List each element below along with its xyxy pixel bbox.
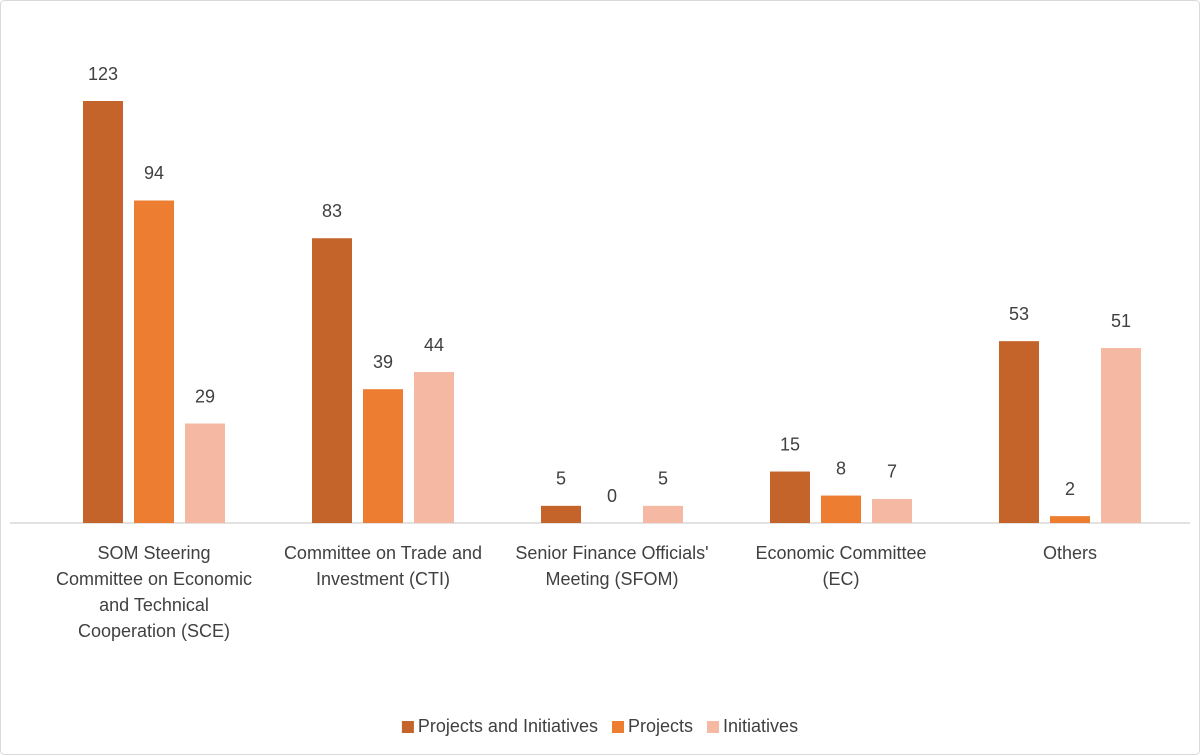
data-label: 2 — [1065, 479, 1075, 499]
bar — [770, 471, 810, 523]
legend-swatch — [401, 721, 414, 733]
bar — [312, 238, 352, 523]
data-label: 44 — [424, 335, 444, 355]
x-tick-label: Senior Finance Officials' Meeting (SFOM) — [515, 543, 709, 589]
bar — [83, 101, 123, 523]
bar — [872, 498, 912, 523]
legend-label: Projects and Initiatives — [418, 716, 598, 736]
x-tick-label: Economic Committee (EC) — [755, 543, 927, 589]
x-tick-label: Committee on Trade and Investment (CTI) — [283, 543, 483, 589]
legend-label: Projects — [628, 716, 693, 736]
legend-swatch — [707, 721, 720, 733]
data-label: 51 — [1111, 311, 1131, 331]
bar — [414, 372, 454, 523]
data-label: 7 — [887, 462, 897, 482]
bar — [185, 423, 225, 523]
data-label: 123 — [88, 64, 118, 84]
data-label: 94 — [144, 163, 164, 183]
data-label: 53 — [1009, 304, 1029, 324]
bar — [821, 495, 861, 523]
bar — [1050, 516, 1090, 523]
bar — [643, 505, 683, 523]
data-label: 5 — [658, 469, 668, 489]
data-label: 29 — [195, 386, 215, 406]
data-label: 39 — [373, 352, 393, 372]
data-label: 0 — [607, 486, 617, 506]
bar — [1101, 348, 1141, 523]
legend-swatch — [612, 721, 625, 733]
x-tick-label: Others — [1042, 543, 1098, 563]
x-tick-label: SOM Steering Committee on Economic and T… — [55, 543, 253, 641]
data-label: 5 — [556, 469, 566, 489]
data-label: 8 — [836, 458, 846, 478]
bar — [541, 505, 581, 523]
data-label: 15 — [780, 434, 800, 454]
legend-label: Initiatives — [723, 716, 798, 736]
bar — [999, 341, 1039, 523]
bar — [363, 389, 403, 523]
bar — [134, 200, 174, 523]
data-label: 83 — [322, 201, 342, 221]
